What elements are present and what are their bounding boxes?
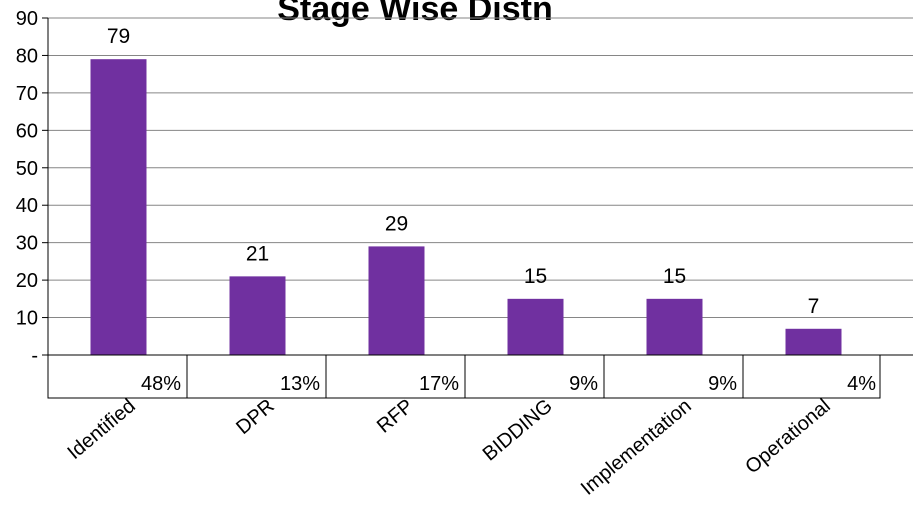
category-label: BIDDING xyxy=(479,395,557,465)
data-label: 29 xyxy=(385,212,408,235)
y-tick-label: 70 xyxy=(16,83,38,105)
percent-label: 4% xyxy=(847,373,876,395)
bar xyxy=(90,59,147,355)
category-labels: Identified DPR RFP BIDDING Implementation Ope… xyxy=(63,395,834,500)
y-tick-label: 10 xyxy=(16,308,38,330)
data-labels: 79 21 29 15 15 7 xyxy=(107,25,820,318)
y-axis-ticks: - 10 20 30 40 50 60 70 80 90 xyxy=(16,8,49,367)
data-label: 21 xyxy=(246,242,269,265)
bar xyxy=(646,298,703,355)
percent-table: 48% 13% 17% 9% 9% 4% xyxy=(47,354,881,399)
percent-label: 13% xyxy=(280,373,320,395)
bar xyxy=(229,276,286,355)
category-label: Implementation xyxy=(577,395,696,500)
data-label: 7 xyxy=(808,295,820,318)
category-label: RFP xyxy=(373,395,418,438)
y-tick-label: 40 xyxy=(16,195,38,217)
data-label: 79 xyxy=(107,25,130,48)
data-label: 15 xyxy=(663,265,686,288)
category-label: Identified xyxy=(63,395,139,464)
y-tick-label: 30 xyxy=(16,233,38,255)
percent-label: 9% xyxy=(569,373,598,395)
bar xyxy=(507,298,564,355)
data-label: 15 xyxy=(524,265,547,288)
y-tick-label: 80 xyxy=(16,45,38,67)
y-tick-label: 20 xyxy=(16,270,38,292)
y-tick-label: 90 xyxy=(16,8,38,30)
y-tick-label: - xyxy=(31,345,38,367)
percent-label: 9% xyxy=(708,373,737,395)
gridlines xyxy=(48,17,913,356)
bars xyxy=(90,59,842,355)
category-label: DPR xyxy=(232,395,278,439)
y-tick-label: 50 xyxy=(16,158,38,180)
category-label: Operational xyxy=(741,395,834,478)
bar xyxy=(785,328,842,355)
percent-label: 48% xyxy=(141,373,181,395)
y-tick-label: 60 xyxy=(16,120,38,142)
percent-label: 17% xyxy=(419,373,459,395)
chart-title: Stage Wise Distn xyxy=(277,0,553,28)
percent-table-border xyxy=(47,354,881,399)
bar xyxy=(368,246,425,355)
